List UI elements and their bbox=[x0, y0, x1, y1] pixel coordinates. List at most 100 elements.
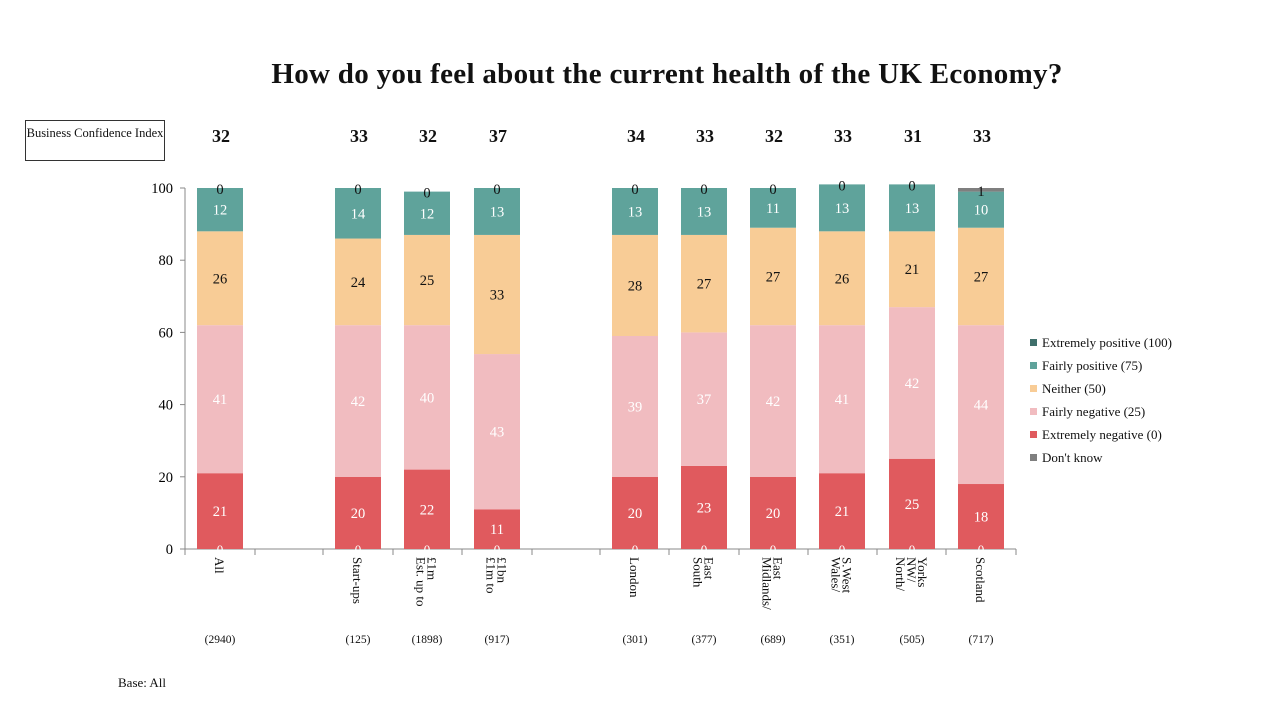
data-label: 13 bbox=[628, 204, 643, 220]
data-label-extremely-positive: 0 bbox=[493, 182, 500, 198]
bar-segment bbox=[958, 227, 1004, 326]
bci-value: 31 bbox=[904, 126, 922, 146]
bci-value: 33 bbox=[696, 126, 714, 146]
legend-item: Neither (50) bbox=[1030, 377, 1172, 400]
data-label: 33 bbox=[490, 287, 505, 303]
category-label: North/ bbox=[893, 557, 908, 591]
data-label: 42 bbox=[766, 394, 781, 410]
category-label: South bbox=[691, 557, 706, 588]
category-label: All bbox=[212, 557, 227, 574]
data-label: 11 bbox=[490, 522, 504, 538]
y-tick-label: 80 bbox=[159, 253, 174, 269]
bar-segment bbox=[197, 473, 243, 549]
data-label: 1 bbox=[977, 184, 984, 200]
legend-item: Don't know bbox=[1030, 446, 1172, 469]
bar-segment bbox=[197, 188, 243, 232]
data-label-zero: 0 bbox=[355, 542, 362, 557]
data-label: 24 bbox=[351, 275, 366, 291]
data-label: 20 bbox=[351, 506, 366, 522]
bar-segment bbox=[681, 332, 727, 466]
chart-title: How do you feel about the current health… bbox=[271, 58, 1063, 90]
category-label: East bbox=[771, 557, 786, 580]
category-base: (2940) bbox=[205, 634, 236, 646]
y-tick-label: 100 bbox=[151, 181, 173, 197]
category-label: NW/ bbox=[904, 557, 919, 583]
data-label: 40 bbox=[420, 390, 435, 406]
legend-item: Extremely negative (0) bbox=[1030, 423, 1172, 446]
data-label: 21 bbox=[213, 504, 228, 520]
data-label-extremely-positive: 0 bbox=[908, 178, 915, 194]
bci-value: 32 bbox=[419, 126, 437, 146]
data-label: 39 bbox=[628, 399, 643, 415]
data-label: 27 bbox=[974, 269, 989, 285]
bar-segment bbox=[474, 354, 520, 510]
category-label: Yorks bbox=[915, 557, 930, 587]
category-label: £1bn bbox=[495, 557, 510, 584]
data-label: 25 bbox=[420, 273, 435, 289]
data-label: 21 bbox=[835, 504, 850, 520]
bci-value: 33 bbox=[834, 126, 852, 146]
bar-segment bbox=[612, 234, 658, 337]
data-label: 13 bbox=[490, 204, 505, 220]
y-tick-label: 20 bbox=[159, 470, 174, 486]
bar-segment bbox=[474, 234, 520, 355]
legend-swatch bbox=[1030, 362, 1037, 369]
bar-segment bbox=[819, 325, 865, 474]
data-label-extremely-positive: 0 bbox=[631, 182, 638, 198]
category-label: East bbox=[702, 557, 717, 580]
data-label: 13 bbox=[905, 201, 920, 217]
category-label: S.West bbox=[840, 557, 855, 594]
data-label: 12 bbox=[213, 203, 228, 219]
category-label: Midlands/ bbox=[760, 557, 775, 610]
data-label: 41 bbox=[213, 392, 228, 408]
data-label: 26 bbox=[213, 271, 228, 287]
bar-segment bbox=[197, 325, 243, 474]
bar-segment bbox=[681, 234, 727, 333]
bar-segment bbox=[681, 188, 727, 235]
bar-segment bbox=[889, 307, 935, 459]
bar-segment bbox=[958, 325, 1004, 485]
data-label: 23 bbox=[697, 500, 712, 516]
bar-segment bbox=[404, 469, 450, 549]
legend-swatch bbox=[1030, 385, 1037, 392]
bar-segment bbox=[681, 465, 727, 549]
bar-segment bbox=[335, 238, 381, 326]
bar-segment bbox=[474, 188, 520, 235]
category-label: Wales/ bbox=[829, 557, 844, 592]
bci-label-box: Business Confidence Index bbox=[25, 120, 165, 161]
data-label: 26 bbox=[835, 271, 850, 287]
data-label: 41 bbox=[835, 392, 850, 408]
bar-segment bbox=[404, 191, 450, 235]
data-label: 44 bbox=[974, 398, 989, 414]
data-label-extremely-positive: 0 bbox=[769, 182, 776, 198]
data-label-zero: 0 bbox=[909, 542, 916, 557]
category-base: (1898) bbox=[412, 634, 443, 646]
bar-segment bbox=[819, 231, 865, 326]
category-base: (351) bbox=[830, 634, 855, 646]
bar-segment bbox=[819, 473, 865, 549]
category-label: £1m to bbox=[484, 557, 499, 593]
bar-segment bbox=[958, 188, 1004, 192]
legend-label: Fairly negative (25) bbox=[1042, 403, 1146, 419]
category-base: (505) bbox=[900, 634, 925, 646]
category-label: London bbox=[627, 557, 642, 598]
data-label: 20 bbox=[766, 506, 781, 522]
data-label: 22 bbox=[420, 502, 435, 518]
data-label: 13 bbox=[697, 204, 712, 220]
legend-label: Extremely negative (0) bbox=[1042, 426, 1162, 442]
bar-segment bbox=[197, 231, 243, 326]
data-label: 27 bbox=[697, 277, 712, 293]
legend-swatch bbox=[1030, 431, 1037, 438]
data-label: 43 bbox=[490, 425, 505, 441]
category-label: Start-ups bbox=[350, 557, 365, 604]
bar-segment bbox=[750, 188, 796, 228]
data-label-extremely-positive: 0 bbox=[700, 182, 707, 198]
category-base: (917) bbox=[485, 634, 510, 646]
bar-segment bbox=[474, 509, 520, 549]
bar-segment bbox=[404, 325, 450, 470]
category-label: £1m bbox=[425, 557, 440, 580]
chart-legend: Extremely positive (100) Fairly positive … bbox=[1030, 331, 1172, 469]
bar-segment bbox=[404, 234, 450, 326]
bar-segment bbox=[750, 476, 796, 549]
data-label-extremely-positive: 0 bbox=[423, 186, 430, 202]
